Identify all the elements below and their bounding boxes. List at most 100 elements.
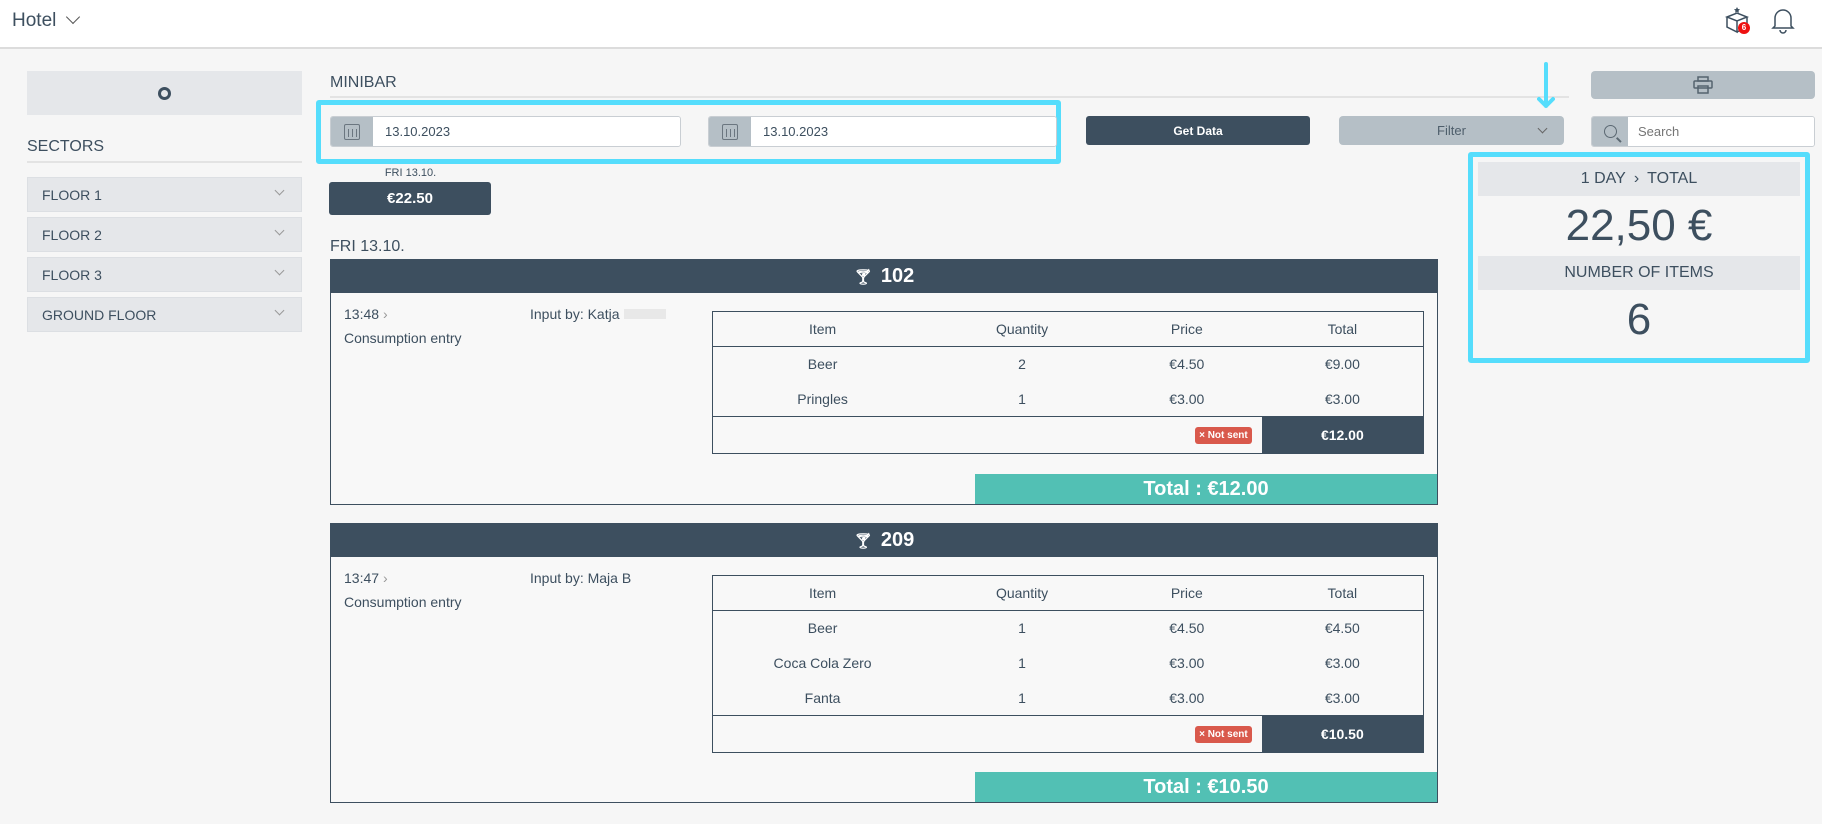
date-to-field[interactable] (708, 116, 1057, 147)
table-cell: 1 (1018, 390, 1026, 407)
table-cell: Fanta (804, 689, 841, 706)
search-input[interactable] (1628, 117, 1814, 146)
status-badge: × Not sent (1195, 725, 1252, 743)
table-cell: €3.00 (1324, 655, 1360, 671)
table-cell: €3.00 (1169, 689, 1205, 706)
sidebar-item-floor-2[interactable]: FLOOR 2 (27, 217, 302, 252)
input-by: Input by: Katja (530, 302, 666, 326)
status-text: Not sent (1207, 728, 1248, 740)
page-title: MINIBAR (330, 74, 1569, 98)
card-total: Total : €10.50 (975, 772, 1437, 802)
scope-label: TOTAL (1647, 170, 1698, 187)
day-chip[interactable]: €22.50 (329, 182, 491, 215)
filter-label: Filter (1437, 123, 1466, 138)
chevron-down-icon (274, 305, 285, 316)
chevron-down-icon (66, 9, 81, 25)
entry-meta[interactable]: 13:48 › Consumption entry (344, 302, 462, 350)
search-icon (1603, 125, 1617, 138)
get-data-button[interactable]: Get Data (1086, 116, 1310, 145)
table-row: Beer 1 €4.50 €4.50 (713, 611, 1424, 646)
chevron-right-icon: › (1633, 170, 1640, 187)
column-header: Price (1111, 311, 1262, 347)
sidebar-item-label: FLOOR 3 (42, 266, 102, 283)
table-cell: €4.50 (1169, 620, 1205, 637)
card-total: Total : €12.00 (975, 474, 1437, 504)
table-cell: Beer (807, 620, 838, 637)
calendar-icon (722, 123, 738, 140)
table-row: Coca Cola Zero 1 €3.00 €3.00 (713, 646, 1424, 681)
input-by-text: Input by: Maja B (530, 570, 632, 586)
table-cell: Coca Cola Zero (773, 655, 872, 671)
input-by-text: Input by: Katja (530, 306, 620, 322)
table-cell: €3.00 (1169, 655, 1205, 671)
entry-type: Consumption entry (344, 330, 462, 346)
hotel-selector[interactable]: Hotel (12, 9, 81, 32)
column-header: Item (712, 311, 933, 347)
table-cell: 1 (1018, 620, 1026, 637)
chevron-down-icon (274, 265, 285, 276)
day-chip-label: FRI 13.10. (384, 167, 437, 179)
stats-panel: 1 DAY › TOTAL 22,50 € NUMBER OF ITEMS 6 (1468, 152, 1810, 363)
items-table: Item Quantity Price Total Beer 2 €4.50 €9.00 Pri… (712, 311, 1424, 454)
sidebar-item-floor-1[interactable]: FLOOR 1 (27, 177, 302, 212)
table-cell: Pringles (797, 390, 848, 407)
table-row: Beer 2 €4.50 €9.00 (713, 347, 1424, 382)
chevron-right-icon: › (382, 306, 388, 322)
table-cell: Beer (807, 356, 838, 373)
table-cell: 2 (1018, 356, 1026, 373)
circle-icon (158, 86, 171, 100)
column-header: Quantity (932, 311, 1112, 347)
column-header: Quantity (932, 575, 1112, 611)
column-header: Item (712, 575, 933, 611)
room-number: 209 (880, 529, 915, 551)
top-bar: Hotel 6 (0, 0, 1822, 49)
chevron-down-icon (274, 185, 285, 196)
sidebar-item-label: FLOOR 2 (42, 226, 102, 243)
items-count: 6 (1626, 295, 1652, 344)
room-header[interactable]: 🍸︎ 209 (331, 524, 1437, 557)
sidebar-item-floor-3[interactable]: FLOOR 3 (27, 257, 302, 292)
table-cell: €3.00 (1169, 390, 1205, 407)
column-header: Total (1261, 311, 1424, 347)
hotel-name: Hotel (12, 10, 57, 31)
table-cell: 1 (1018, 689, 1026, 706)
room-number: 102 (880, 265, 915, 287)
date-to-input[interactable] (751, 117, 1056, 146)
entry-meta[interactable]: 13:47 › Consumption entry (344, 566, 462, 614)
redacted-name (623, 309, 666, 319)
sidebar-item-label: GROUND FLOOR (42, 306, 157, 323)
room-header[interactable]: 🍸︎ 102 (331, 260, 1437, 293)
table-cell: 1 (1018, 655, 1026, 671)
entry-time: 13:48 (344, 306, 380, 322)
arrow-down-icon (1537, 62, 1555, 115)
sidebar-toggle-button[interactable] (27, 71, 302, 115)
search-field[interactable] (1591, 116, 1815, 147)
date-range-highlight (316, 100, 1061, 164)
gift-box-icon[interactable]: 6 (1722, 6, 1752, 36)
calendar-icon (344, 123, 360, 140)
table-cell: €4.50 (1324, 620, 1360, 637)
entry-type: Consumption entry (344, 594, 462, 610)
day-heading: FRI 13.10. (330, 238, 405, 255)
room-card: 🍸︎ 209 13:47 › Consumption entry Input by:… (330, 523, 1438, 803)
date-from-field[interactable] (330, 116, 681, 147)
items-label: NUMBER OF ITEMS (1478, 256, 1800, 290)
sidebar-item-ground-floor[interactable]: GROUND FLOOR (27, 297, 302, 332)
input-by: Input by: Maja B (530, 566, 631, 590)
bell-icon[interactable] (1770, 6, 1796, 39)
chevron-down-icon (1537, 123, 1548, 134)
filter-dropdown[interactable]: Filter (1339, 116, 1564, 145)
entry-time: 13:47 (344, 570, 380, 586)
items-table: Item Quantity Price Total Beer 1 €4.50 €4.50 Coc… (712, 575, 1424, 753)
table-row: Fanta 1 €3.00 €3.00 (713, 681, 1424, 716)
notification-badge: 6 (1738, 22, 1750, 34)
printer-icon (1693, 76, 1713, 94)
print-button[interactable] (1591, 71, 1815, 99)
cocktail-icon: 🍸︎ (853, 268, 873, 286)
sidebar-item-label: FLOOR 1 (42, 186, 102, 203)
subtotal: €10.50 (1261, 715, 1424, 753)
sectors-title: SECTORS (27, 138, 302, 163)
table-row: Pringles 1 €3.00 €3.00 (713, 382, 1424, 417)
date-from-input[interactable] (373, 117, 680, 146)
room-card: 🍸︎ 102 13:48 › Consumption entry Input by:… (330, 259, 1438, 505)
